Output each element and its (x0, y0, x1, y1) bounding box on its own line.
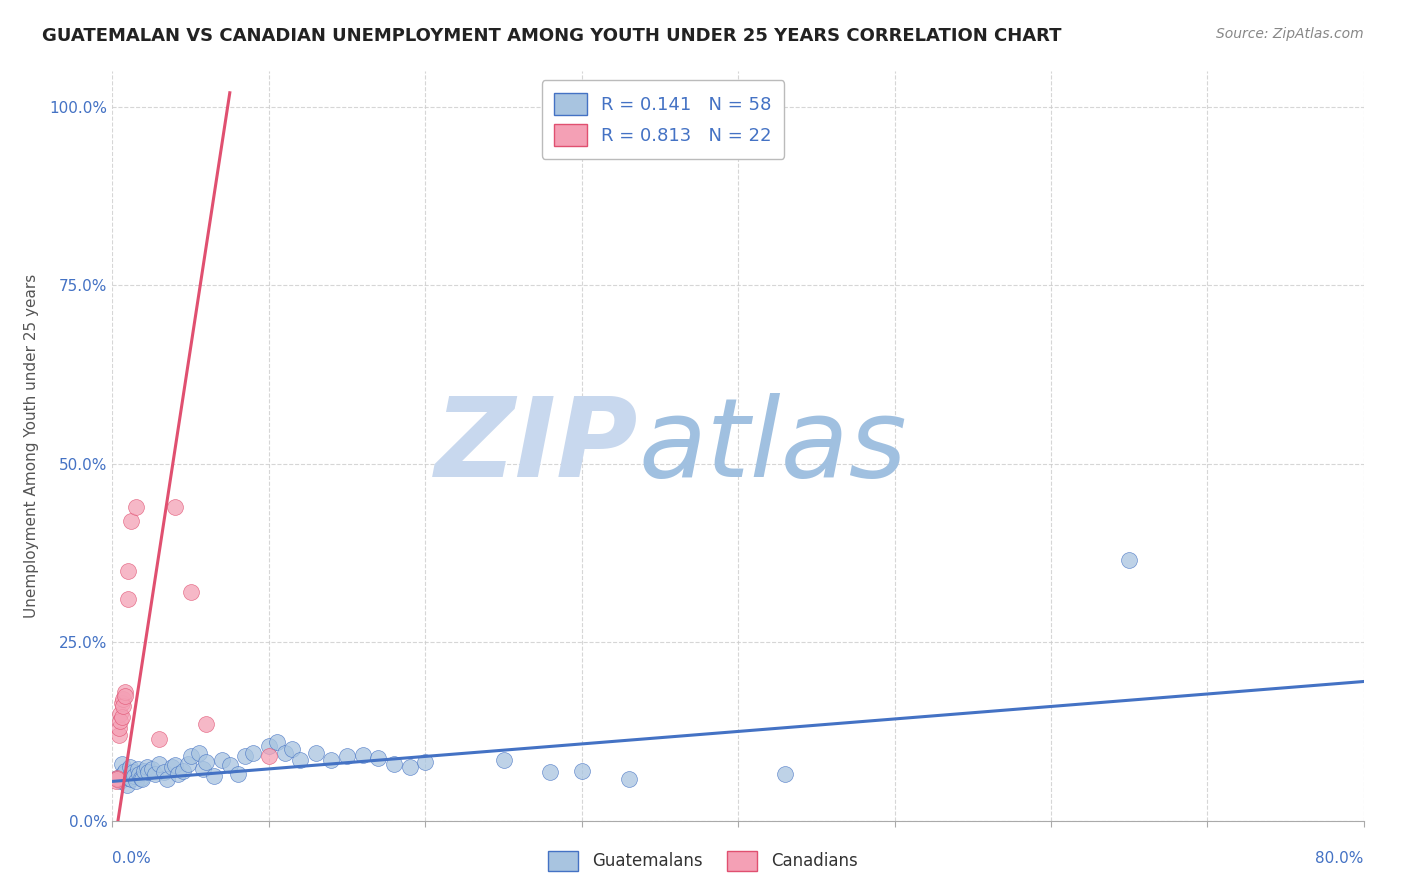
Point (111, 696, 134, 710)
Point (321, 753, 343, 767)
Point (290, 753, 312, 767)
Text: 0.0%: 0.0% (112, 851, 152, 866)
Point (167, 767, 190, 781)
Point (143, 767, 166, 781)
Text: Source: ZipAtlas.com: Source: ZipAtlas.com (1216, 27, 1364, 41)
Point (153, 765, 176, 780)
Point (273, 746, 295, 760)
Point (141, 762, 163, 776)
Point (107, 728, 129, 742)
Point (172, 764, 194, 778)
Point (571, 764, 593, 778)
Point (117, 564, 139, 578)
Point (105, 772, 128, 787)
Point (266, 735, 288, 749)
Point (1118, 553, 1140, 567)
Point (176, 756, 198, 771)
Point (111, 756, 134, 771)
Text: 80.0%: 80.0% (1316, 851, 1364, 866)
Point (218, 758, 240, 772)
Point (211, 753, 233, 767)
Point (492, 753, 515, 767)
Point (617, 772, 640, 787)
Point (148, 731, 170, 746)
Point (115, 778, 138, 792)
Text: GUATEMALAN VS CANADIAN UNEMPLOYMENT AMONG YOUTH UNDER 25 YEARS CORRELATION CHART: GUATEMALAN VS CANADIAN UNEMPLOYMENT AMON… (42, 27, 1062, 45)
Point (112, 692, 135, 706)
Point (114, 685, 136, 699)
Point (281, 742, 304, 756)
Point (257, 739, 280, 753)
Point (242, 746, 264, 760)
Point (118, 760, 141, 774)
Point (195, 717, 218, 731)
Point (110, 714, 132, 728)
Point (195, 755, 218, 769)
Point (202, 769, 225, 783)
Point (138, 765, 160, 780)
Point (104, 774, 127, 789)
Y-axis label: Unemployment Among Youth under 25 years: Unemployment Among Youth under 25 years (24, 274, 38, 618)
Point (110, 774, 132, 789)
Point (111, 710, 134, 724)
Point (156, 772, 179, 787)
Point (367, 751, 389, 765)
Point (773, 767, 796, 781)
Point (235, 749, 257, 764)
Point (114, 689, 136, 703)
Point (114, 764, 136, 778)
Point (163, 500, 186, 514)
Point (112, 767, 135, 781)
Point (127, 762, 149, 776)
Point (124, 769, 146, 783)
Point (193, 762, 215, 776)
Point (382, 756, 405, 771)
Point (135, 760, 157, 774)
Point (120, 772, 142, 787)
Point (107, 721, 129, 735)
Point (540, 765, 562, 780)
Point (117, 592, 139, 607)
Point (415, 755, 437, 769)
Point (180, 749, 202, 764)
Point (163, 758, 186, 772)
Text: ZIP: ZIP (434, 392, 638, 500)
Point (131, 772, 153, 787)
Point (105, 771, 128, 785)
Point (110, 706, 132, 721)
Point (160, 760, 183, 774)
Point (398, 760, 420, 774)
Point (121, 765, 143, 780)
Point (187, 746, 209, 760)
Point (180, 585, 202, 599)
Text: atlas: atlas (638, 392, 907, 500)
Point (226, 767, 249, 781)
Point (336, 749, 359, 764)
Point (352, 747, 374, 762)
Point (112, 699, 135, 714)
Point (257, 749, 280, 764)
Point (129, 771, 152, 785)
Point (120, 514, 142, 528)
Point (148, 756, 170, 771)
Point (132, 764, 155, 778)
Point (105, 771, 128, 785)
Point (125, 774, 148, 789)
Point (117, 771, 139, 785)
Point (125, 500, 148, 514)
Point (305, 746, 328, 760)
Legend: R = 0.141   N = 58, R = 0.813   N = 22: R = 0.141 N = 58, R = 0.813 N = 22 (541, 80, 785, 159)
Legend: Guatemalans, Canadians: Guatemalans, Canadians (540, 842, 866, 880)
Point (128, 767, 150, 781)
